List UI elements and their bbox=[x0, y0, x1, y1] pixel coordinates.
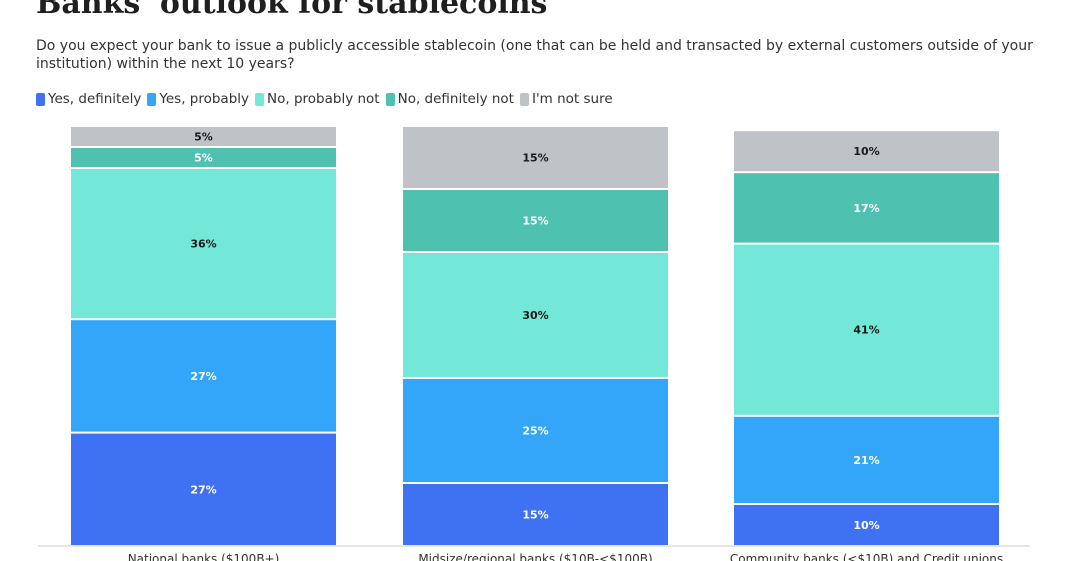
legend-label-no-definitely-not: No, definitely not bbox=[397, 91, 514, 107]
data-label-yes-probably-1: 27% bbox=[190, 370, 216, 383]
legend-swatch-no-definitely-not bbox=[385, 92, 395, 106]
category-label-1: National banks ($100B+) bbox=[128, 552, 280, 561]
data-label-no-definitely-not-2: 15% bbox=[522, 215, 548, 228]
legend-swatch-no-probably-not bbox=[255, 92, 265, 106]
legend-label-yes-definitely: Yes, definitely bbox=[48, 91, 142, 107]
category-label-2: Midsize/regional banks ($10B-<$100B) bbox=[418, 552, 652, 561]
data-label-no-definitely-not-3: 17% bbox=[853, 202, 879, 215]
bar-segment-no-probably-not-2[interactable] bbox=[403, 253, 668, 377]
bar-segment-i-m-not-sure-1[interactable] bbox=[71, 127, 336, 146]
legend-swatch-yes-definitely bbox=[36, 92, 45, 106]
chart-title: Banks' outlook for stablecoins bbox=[36, 0, 548, 21]
bar-segment-yes-definitely-2[interactable] bbox=[403, 484, 668, 545]
legend-label-no-probably-not: No, probably not bbox=[267, 91, 380, 107]
legend-item-no-probably-not[interactable]: No, probably not bbox=[255, 91, 380, 107]
bar-segment-no-probably-not-1[interactable] bbox=[71, 169, 336, 319]
bar-segment-yes-probably-3[interactable] bbox=[734, 416, 999, 503]
data-label-yes-definitely-1: 27% bbox=[190, 483, 216, 496]
bar-segment-yes-definitely-1[interactable] bbox=[71, 433, 336, 545]
chart-legend: Yes, definitely Yes, probably No, probab… bbox=[36, 91, 613, 107]
legend-item-not-sure[interactable]: I'm not sure bbox=[519, 91, 613, 107]
legend-swatch-yes-probably bbox=[147, 92, 157, 106]
bar-segment-no-definitely-not-3[interactable] bbox=[734, 173, 999, 243]
data-label-yes-definitely-2: 15% bbox=[522, 509, 548, 522]
data-label-yes-definitely-3: 10% bbox=[853, 519, 879, 532]
legend-item-yes-definitely[interactable]: Yes, definitely bbox=[36, 91, 141, 107]
legend-item-no-definitely-not[interactable]: No, definitely not bbox=[385, 91, 514, 107]
bar-segment-i-m-not-sure-2[interactable] bbox=[403, 127, 668, 188]
legend-label-not-sure: I'm not sure bbox=[531, 91, 613, 107]
data-label-no-definitely-not-1: 5% bbox=[194, 152, 213, 165]
data-label-no-probably-not-3: 41% bbox=[853, 324, 879, 337]
data-label-no-probably-not-1: 36% bbox=[190, 238, 216, 251]
bar-segment-yes-probably-1[interactable] bbox=[71, 320, 336, 432]
bar-segment-i-m-not-sure-3[interactable] bbox=[734, 131, 999, 172]
chart-subtitle: Do you expect your bank to issue a publi… bbox=[36, 38, 1033, 72]
bar-segment-no-definitely-not-2[interactable] bbox=[403, 190, 668, 251]
bar-segment-no-probably-not-3[interactable] bbox=[734, 244, 999, 415]
data-label-yes-probably-2: 25% bbox=[522, 425, 548, 438]
data-label-i-m-not-sure-3: 10% bbox=[853, 145, 879, 158]
legend-label-yes-probably: Yes, probably bbox=[159, 91, 250, 107]
data-label-i-m-not-sure-2: 15% bbox=[522, 152, 548, 165]
bar-segment-no-definitely-not-1[interactable] bbox=[71, 148, 336, 167]
data-label-i-m-not-sure-1: 5% bbox=[194, 131, 213, 144]
legend-swatch-not-sure bbox=[519, 92, 529, 106]
data-label-yes-probably-3: 21% bbox=[853, 454, 879, 467]
legend-item-yes-probably[interactable]: Yes, probably bbox=[147, 91, 249, 107]
category-label-3: Community banks (<$10B) and Credit union… bbox=[730, 552, 1003, 561]
data-label-no-probably-not-2: 30% bbox=[522, 309, 548, 322]
bar-segment-yes-probably-2[interactable] bbox=[403, 379, 668, 482]
bar-segment-yes-definitely-3[interactable] bbox=[734, 505, 999, 545]
